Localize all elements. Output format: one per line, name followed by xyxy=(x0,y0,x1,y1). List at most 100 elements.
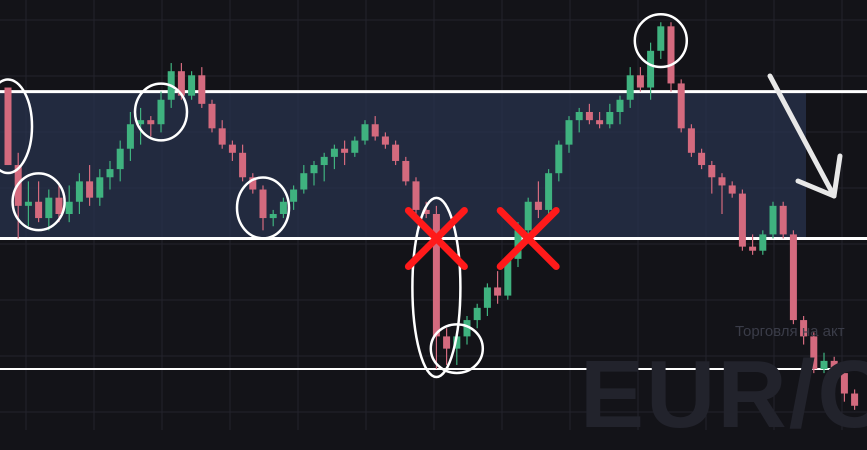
candle xyxy=(45,189,53,231)
candle xyxy=(596,112,604,129)
candle-body xyxy=(626,75,634,100)
candle xyxy=(718,173,726,214)
candle-body xyxy=(759,234,767,251)
candle xyxy=(116,140,124,182)
candle-body xyxy=(392,144,400,161)
candle xyxy=(616,95,624,125)
candle xyxy=(667,22,675,92)
candle xyxy=(443,328,451,365)
candle xyxy=(647,42,655,100)
candle xyxy=(86,165,94,206)
candle-body xyxy=(75,181,83,202)
candle-body xyxy=(371,124,379,137)
candle xyxy=(545,169,553,219)
annotations xyxy=(0,12,689,379)
candle-body xyxy=(636,75,644,88)
candle-body xyxy=(330,148,338,157)
candle-body xyxy=(616,99,624,112)
candle xyxy=(769,201,777,239)
candle-body xyxy=(738,193,746,247)
candle xyxy=(228,140,236,161)
candle-body xyxy=(494,287,502,296)
candle xyxy=(708,160,716,194)
candle xyxy=(198,67,206,108)
candle xyxy=(657,22,665,59)
candle xyxy=(208,99,216,133)
candle xyxy=(218,120,226,149)
candle xyxy=(463,316,471,345)
candle-body xyxy=(565,120,573,145)
cross-stroke xyxy=(496,206,560,270)
candle-body xyxy=(789,234,797,321)
candle-body xyxy=(310,165,318,174)
highlight-ellipse xyxy=(11,172,66,232)
candle xyxy=(157,91,165,133)
candle xyxy=(585,103,593,125)
candle-body xyxy=(249,177,257,190)
candle xyxy=(473,303,481,329)
candle xyxy=(494,271,502,304)
candle xyxy=(361,120,369,145)
candle-body xyxy=(422,209,430,214)
candle xyxy=(830,356,838,378)
candle xyxy=(555,140,563,182)
candle-body xyxy=(96,177,104,198)
candle-body xyxy=(820,360,828,370)
candle-body xyxy=(749,246,757,251)
candle-body xyxy=(86,181,94,198)
candle-body xyxy=(65,201,73,214)
candle xyxy=(249,173,257,194)
candle-body xyxy=(453,336,461,349)
candle xyxy=(606,103,614,129)
highlight-ellipse xyxy=(0,78,34,175)
candle xyxy=(381,132,389,149)
candle-body xyxy=(830,360,838,374)
candle xyxy=(320,152,328,182)
candle xyxy=(759,230,767,255)
candle-body xyxy=(647,50,655,88)
candle xyxy=(636,67,644,92)
highlight-ellipse xyxy=(411,196,462,379)
candle xyxy=(147,116,155,137)
candle-body xyxy=(524,201,532,231)
candle-body xyxy=(657,26,665,51)
candle-body xyxy=(106,169,114,178)
candle xyxy=(310,160,318,186)
candle-body xyxy=(667,26,675,84)
candle xyxy=(290,185,298,210)
candle-body xyxy=(239,152,247,178)
candle xyxy=(96,169,104,206)
candle-body xyxy=(851,393,859,406)
highlight-ellipse xyxy=(429,323,485,375)
candle-body xyxy=(351,140,359,153)
candle xyxy=(75,173,83,214)
down-arrow xyxy=(767,73,843,199)
candle-body xyxy=(188,75,196,96)
candle xyxy=(800,316,808,345)
candle xyxy=(126,112,134,161)
candle xyxy=(371,116,379,141)
candle-body xyxy=(198,75,206,104)
candle xyxy=(432,205,440,370)
candle-body xyxy=(290,189,298,202)
candle-body xyxy=(473,307,481,321)
candle-body xyxy=(779,205,787,235)
candle xyxy=(269,209,277,227)
candle xyxy=(820,352,828,374)
candle-body xyxy=(463,320,471,337)
candle xyxy=(259,185,267,231)
candle-body xyxy=(320,156,328,166)
candle xyxy=(738,189,746,251)
candle-body xyxy=(300,173,308,190)
candle-body xyxy=(55,197,63,214)
candle xyxy=(575,107,583,133)
candle-body xyxy=(381,136,389,145)
candle xyxy=(851,389,859,410)
candle xyxy=(749,234,757,255)
candle-body xyxy=(718,177,726,186)
candle-body xyxy=(483,287,491,308)
candle-body xyxy=(269,214,277,219)
candle-body xyxy=(279,201,287,214)
candle xyxy=(65,185,73,223)
candle-body xyxy=(677,83,685,129)
